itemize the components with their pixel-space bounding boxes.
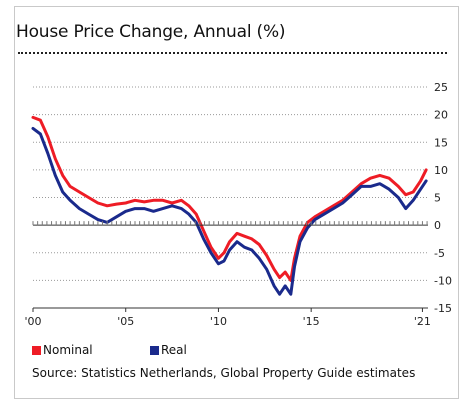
tick-labels: 25 20 15 10 5 0 -5 -10 -15 '00 '05 '10 '15 '21 bbox=[24, 81, 451, 328]
legend-item-real: Real bbox=[150, 343, 187, 357]
legend-label-real: Real bbox=[161, 343, 187, 357]
y-tick-label: -15 bbox=[434, 302, 452, 315]
y-tick-label: 5 bbox=[434, 192, 441, 205]
y-tick-label: -10 bbox=[434, 274, 452, 287]
y-tick-label: -5 bbox=[434, 247, 445, 260]
chart-frame bbox=[14, 6, 459, 399]
legend-item-nominal: Nominal bbox=[32, 343, 93, 357]
y-tick-label: 15 bbox=[434, 136, 448, 149]
y-tick-label: 10 bbox=[434, 164, 448, 177]
x-tick-label: '15 bbox=[303, 315, 320, 328]
source-note: Source: Statistics Netherlands, Global P… bbox=[32, 366, 416, 380]
y-tick-label: 0 bbox=[434, 219, 441, 232]
y-tick-label: 20 bbox=[434, 109, 448, 122]
x-tick-label: '10 bbox=[210, 315, 227, 328]
legend-swatch-real bbox=[150, 346, 159, 355]
x-tick-label: '21 bbox=[414, 315, 431, 328]
x-tick-label: '00 bbox=[24, 315, 41, 328]
legend-swatch-nominal bbox=[32, 346, 41, 355]
legend-label-nominal: Nominal bbox=[43, 343, 93, 357]
title-divider bbox=[18, 52, 447, 54]
gridlines bbox=[33, 86, 428, 309]
series-line-nominal bbox=[31, 115, 428, 282]
series-lines bbox=[31, 115, 428, 296]
x-tick-label: '05 bbox=[117, 315, 134, 328]
series-line-real bbox=[31, 126, 428, 296]
axes bbox=[32, 221, 428, 312]
chart-title: House Price Change, Annual (%) bbox=[16, 22, 286, 42]
y-tick-label: 25 bbox=[434, 81, 448, 94]
